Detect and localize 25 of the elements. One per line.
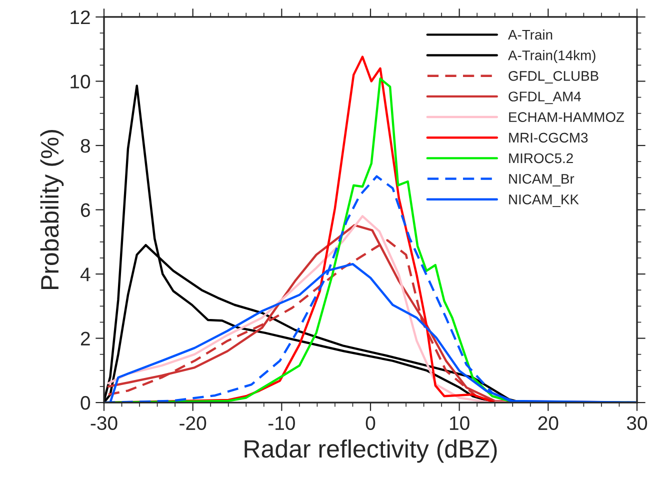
y-tick-label: 6 <box>80 203 90 217</box>
y-tick-label: 2 <box>80 332 90 346</box>
y-tick-label: 12 <box>70 10 90 24</box>
x-tick-label: 0 <box>366 416 376 430</box>
legend-label: A-Train(14km) <box>508 50 596 63</box>
y-tick-label: 8 <box>80 138 90 153</box>
y-tick-label: 4 <box>80 268 90 282</box>
x-tick-label: 10 <box>450 416 470 430</box>
x-tick-label: -20 <box>180 416 206 430</box>
x-tick-label: 20 <box>538 416 558 430</box>
legend-label: GFDL_AM4 <box>508 92 581 104</box>
x-axis-title: Radar reflectivity (dBZ) <box>244 439 497 463</box>
x-tick-label: -30 <box>90 416 118 430</box>
y-axis-title: Probability (%) <box>40 130 64 289</box>
legend-label: A-Train <box>508 29 552 40</box>
legend-label: MIROC5.2 <box>509 153 573 164</box>
x-tick-label: -10 <box>268 416 295 430</box>
legend-label: NICAM_KK <box>509 194 579 207</box>
legend-label: NICAM_Br <box>509 174 574 186</box>
legend-label: ECHAM-HAMMOZ <box>509 112 624 122</box>
legend-label: GFDL_CLUBB <box>508 71 598 84</box>
y-tick-label: 10 <box>70 74 90 88</box>
y-tick-label: 0 <box>80 396 90 410</box>
x-tick-label: 30 <box>626 416 648 430</box>
legend-label: MRI-CGCM3 <box>509 132 588 143</box>
